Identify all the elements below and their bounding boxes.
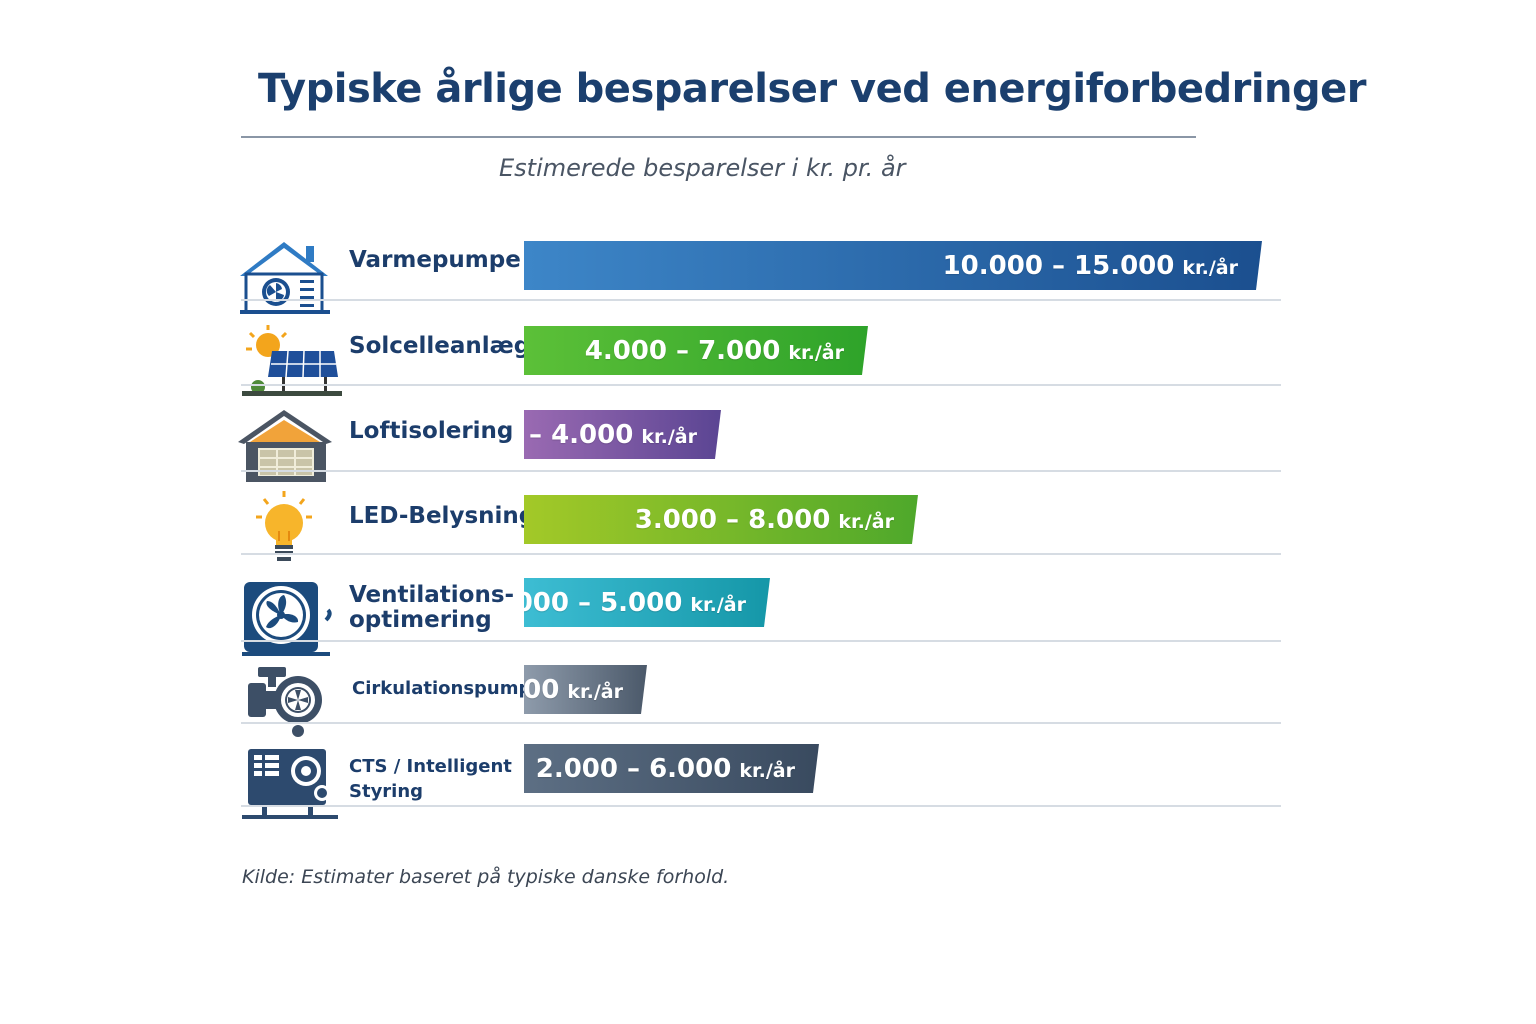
row-divider <box>241 722 1281 724</box>
row-divider <box>241 470 1281 472</box>
row-divider <box>241 640 1281 642</box>
row-divider <box>241 553 1281 555</box>
bar-value-label: 2.000 – 6.000 kr./år <box>536 754 795 784</box>
category-label: Varmepumpe <box>349 248 521 273</box>
bar-value-label: 4.000 – 7.000 kr./år <box>585 336 844 366</box>
bar-value-unit: kr./år <box>838 510 894 533</box>
bar-value-label: 10.000 – 15.000 kr./år <box>943 251 1238 281</box>
category-label-line: Solcelleanlæg <box>349 333 531 359</box>
bar-value-label: 3.000 – 8.000 kr./år <box>635 505 894 535</box>
source-note: Kilde: Estimater baseret på typiske dans… <box>242 866 730 888</box>
bar-value-unit: kr./år <box>739 759 795 782</box>
row-divider <box>241 384 1281 386</box>
category-label-line: LED-Belysning <box>349 503 536 529</box>
title-rule <box>241 136 1196 138</box>
category-label: CTS / Intelligent Styring <box>349 754 512 804</box>
category-label-line: Ventilations- <box>349 582 515 608</box>
chart-subtitle: Estimerede besparelser i kr. pr. år <box>499 154 906 182</box>
category-label-line: Styring <box>349 781 424 802</box>
category-label-line: Loftisolering <box>349 418 514 444</box>
bar: 1.000 – 2.500 kr./år <box>524 665 647 714</box>
house-heatpump-icon <box>238 236 342 316</box>
bar: 2.000 – 5.000 kr./år <box>524 578 770 627</box>
bar: 10.000 – 15.000 kr./år <box>524 241 1262 290</box>
category-label: Cirkulationspumper <box>352 676 552 701</box>
chart-title: Typiske årlige besparelser ved energifor… <box>258 66 1367 112</box>
bar: 2.000 – 4.000 kr./år <box>524 410 721 459</box>
circulation-pump-icon <box>238 661 342 741</box>
category-label: Ventilations-optimering <box>349 583 514 633</box>
bar-value-range: 10.000 – 15.000 <box>942 250 1175 281</box>
bar: 4.000 – 7.000 kr./år <box>524 326 868 375</box>
category-label-line: optimering <box>349 607 492 633</box>
bar: 3.000 – 8.000 kr./år <box>524 495 918 544</box>
row-divider <box>241 805 1281 807</box>
bar-value-range: 3.000 – 8.000 <box>634 504 831 535</box>
category-label-line: Varmepumpe <box>349 247 521 273</box>
category-label: Loftisolering <box>349 419 513 444</box>
bar-value-range: 4.000 – 7.000 <box>584 335 781 366</box>
bar-value-range: 2.000 – 6.000 <box>535 753 732 784</box>
attic-insulation-icon <box>238 406 342 486</box>
row-divider <box>241 299 1281 301</box>
category-label-line: Cirkulationspumper <box>352 678 553 699</box>
bar-value-unit: kr./år <box>788 341 844 364</box>
bar-value-unit: kr./år <box>567 680 623 703</box>
category-label-line: CTS / Intelligent <box>349 756 512 777</box>
solar-panel-icon <box>238 321 342 401</box>
bar-value-unit: kr./år <box>690 593 746 616</box>
bar-value-unit: kr./år <box>641 425 697 448</box>
category-label: LED-Belysning <box>349 504 535 529</box>
category-label: Solcelleanlæg <box>349 334 530 359</box>
light-bulb-icon <box>238 491 342 571</box>
bar-value-unit: kr./år <box>1182 256 1238 279</box>
control-system-icon <box>238 741 342 821</box>
bar: 2.000 – 6.000 kr./år <box>524 744 819 793</box>
ventilation-fan-icon <box>238 576 342 656</box>
bar-value-label: 2.000 – 5.000 kr./år <box>487 588 746 618</box>
bar-value-range: 2.000 – 5.000 <box>486 587 683 618</box>
